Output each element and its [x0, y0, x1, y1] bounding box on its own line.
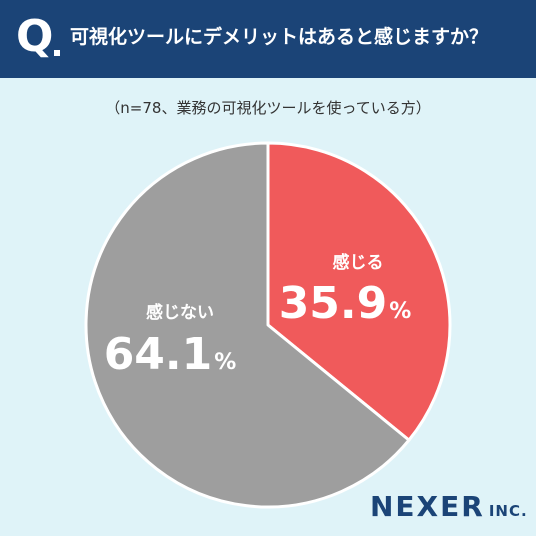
slice-value-0: 35.9% — [279, 278, 412, 329]
q-mark-dot — [54, 50, 60, 56]
slice-label-1: 感じない — [146, 302, 214, 323]
nexer-logo: NEXER INC. — [370, 490, 528, 528]
q-mark: Q — [16, 11, 54, 62]
logo-suffix: INC. — [488, 502, 528, 520]
pie-slice-1 — [84, 141, 411, 509]
slice-label-0: 感じる — [333, 252, 384, 273]
pie-slice-0 — [266, 141, 452, 442]
survey-subtitle: （n=78、業務の可視化ツールを使っている方） — [105, 99, 431, 117]
logo-main: NEXER — [370, 490, 485, 523]
slice-value-1: 64.1% — [104, 329, 237, 380]
question-header: Q 可視化ツールにデメリットはあると感じますか？ — [0, 0, 536, 78]
question-text: 可視化ツールにデメリットはあると感じますか？ — [70, 26, 489, 48]
